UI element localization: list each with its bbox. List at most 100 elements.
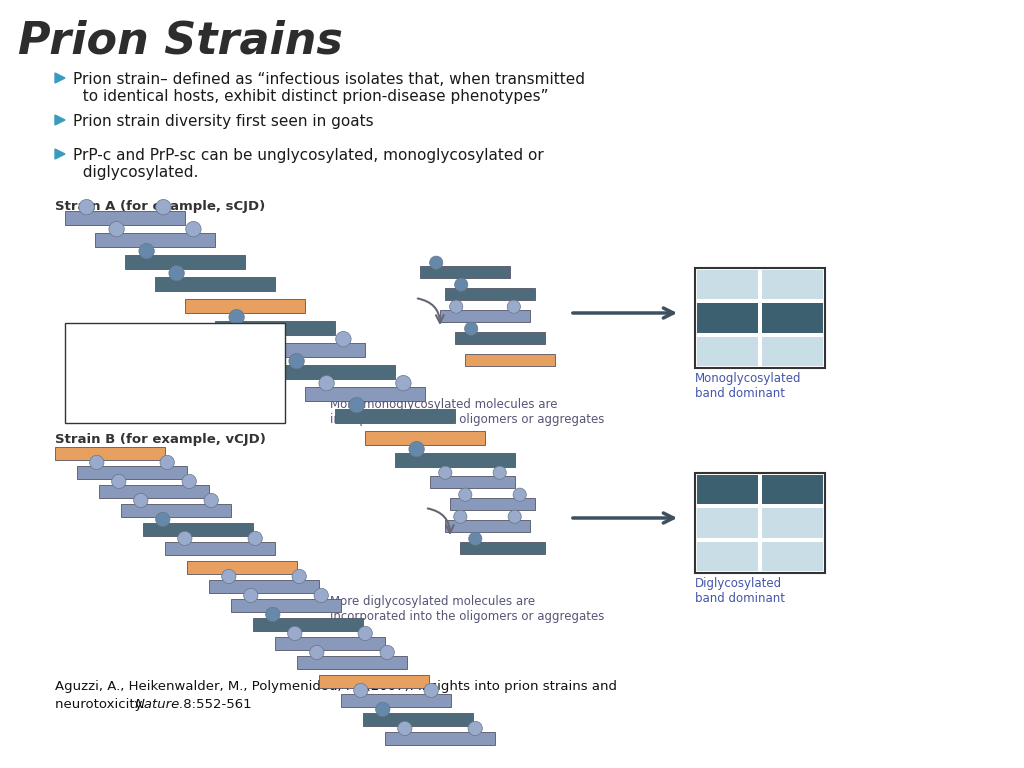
Circle shape <box>450 300 463 313</box>
Bar <box>297 656 407 669</box>
Bar <box>455 332 545 344</box>
Circle shape <box>430 256 442 270</box>
Bar <box>305 387 425 401</box>
Circle shape <box>185 221 201 237</box>
Circle shape <box>397 721 412 736</box>
Bar <box>420 266 510 278</box>
Circle shape <box>182 475 197 488</box>
Bar <box>762 508 823 538</box>
Bar <box>450 498 535 510</box>
Bar <box>143 523 253 536</box>
Circle shape <box>259 332 274 347</box>
Bar <box>762 336 823 366</box>
Circle shape <box>336 332 351 347</box>
Text: PrPsc: PrPsc <box>73 328 112 341</box>
Circle shape <box>160 455 174 469</box>
Circle shape <box>289 353 304 369</box>
Text: Monoglycosylated
band dominant: Monoglycosylated band dominant <box>695 372 802 400</box>
Circle shape <box>204 493 218 508</box>
Bar <box>319 675 429 688</box>
Circle shape <box>77 359 89 372</box>
Bar <box>445 288 535 300</box>
Bar <box>762 475 823 505</box>
Bar <box>697 303 758 333</box>
Circle shape <box>229 310 245 325</box>
Circle shape <box>358 626 373 641</box>
Bar <box>231 599 341 612</box>
Bar <box>440 310 530 322</box>
Bar <box>335 409 455 423</box>
Circle shape <box>244 588 258 603</box>
Bar <box>99 485 209 498</box>
Bar <box>275 637 385 650</box>
Bar <box>73 341 128 353</box>
Bar <box>65 323 285 423</box>
Text: Prion strain– defined as “infectious isolates that, when transmitted
  to identi: Prion strain– defined as “infectious iso… <box>73 72 585 104</box>
Text: Unglycosylated: Unglycosylated <box>135 395 225 408</box>
Circle shape <box>314 588 329 603</box>
Circle shape <box>508 510 521 523</box>
Circle shape <box>424 684 438 697</box>
Circle shape <box>156 200 171 215</box>
Circle shape <box>318 376 334 391</box>
Bar <box>125 255 245 269</box>
Bar <box>385 732 495 745</box>
Bar <box>697 270 758 300</box>
Circle shape <box>465 322 478 336</box>
Bar <box>73 369 128 381</box>
Circle shape <box>376 702 390 717</box>
Circle shape <box>221 569 236 584</box>
Bar <box>697 336 758 366</box>
Polygon shape <box>55 73 65 83</box>
Circle shape <box>454 510 467 523</box>
Circle shape <box>438 466 452 479</box>
Circle shape <box>309 645 324 660</box>
Circle shape <box>353 684 368 697</box>
Bar <box>445 520 530 532</box>
Text: Strain A (for example, sCJD): Strain A (for example, sCJD) <box>55 200 265 213</box>
Bar <box>55 447 165 460</box>
Text: Nature.: Nature. <box>135 698 184 711</box>
Circle shape <box>112 475 126 488</box>
Circle shape <box>169 266 184 281</box>
Bar <box>460 542 545 554</box>
Bar <box>362 713 473 726</box>
Circle shape <box>90 455 104 469</box>
Bar <box>165 542 275 555</box>
Text: More monoglycosylated molecules are
incorporated into the oligomers or aggregate: More monoglycosylated molecules are inco… <box>330 398 604 426</box>
Bar <box>395 453 515 467</box>
Bar <box>430 476 515 488</box>
Bar <box>465 354 555 366</box>
Circle shape <box>469 532 482 545</box>
Bar <box>155 277 275 291</box>
Circle shape <box>134 493 147 508</box>
Polygon shape <box>55 149 65 159</box>
Circle shape <box>248 531 262 545</box>
Circle shape <box>79 200 94 215</box>
Bar <box>185 299 305 313</box>
Circle shape <box>349 398 365 413</box>
Text: Monoglycosylated: Monoglycosylated <box>135 366 242 379</box>
Circle shape <box>156 512 170 527</box>
Circle shape <box>513 488 526 502</box>
Circle shape <box>395 376 411 391</box>
Circle shape <box>459 488 472 502</box>
Bar <box>762 541 823 571</box>
Text: Prion strain diversity first seen in goats: Prion strain diversity first seen in goa… <box>73 114 374 129</box>
Polygon shape <box>55 115 65 125</box>
Circle shape <box>265 607 280 621</box>
Bar <box>762 303 823 333</box>
Bar <box>762 270 823 300</box>
Bar <box>245 343 365 357</box>
Bar <box>73 397 128 409</box>
Circle shape <box>77 331 89 344</box>
Circle shape <box>468 721 482 736</box>
Circle shape <box>507 300 520 313</box>
FancyArrowPatch shape <box>428 508 454 533</box>
Bar <box>365 431 485 445</box>
Circle shape <box>139 243 155 259</box>
Circle shape <box>494 466 506 479</box>
Circle shape <box>109 221 124 237</box>
Bar <box>695 268 825 368</box>
Bar <box>95 233 215 247</box>
